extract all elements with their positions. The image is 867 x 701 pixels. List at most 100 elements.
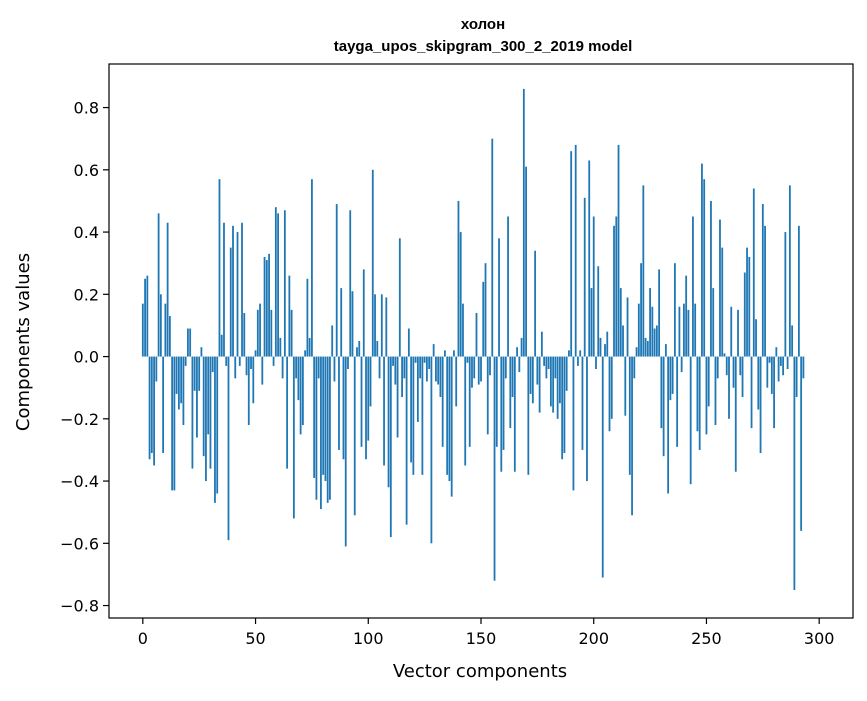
bar (628, 356, 631, 475)
bar (347, 356, 349, 370)
bar (540, 331, 543, 357)
bar (272, 356, 275, 366)
bar (486, 356, 489, 435)
bar (405, 356, 408, 525)
bar (371, 169, 374, 357)
bar (678, 306, 681, 357)
bar (563, 356, 566, 454)
bar (529, 356, 532, 394)
bar (495, 356, 498, 447)
bar (770, 356, 773, 394)
bar (283, 210, 286, 357)
bar (480, 356, 482, 382)
bar (317, 356, 320, 379)
chart-title: холон (461, 16, 505, 33)
bar (635, 347, 638, 357)
bar (549, 356, 552, 407)
bar (159, 294, 162, 357)
bar (624, 356, 627, 416)
bar (274, 207, 277, 357)
y-tick-label: 0.0 (74, 348, 99, 367)
y-tick-label: −0.8 (60, 597, 99, 616)
bar (236, 232, 239, 357)
bar (292, 356, 295, 519)
bar (649, 288, 651, 357)
bar (746, 247, 748, 357)
bar (299, 356, 302, 435)
x-tick-label: 250 (691, 629, 722, 648)
bar (795, 356, 798, 398)
bar (698, 356, 701, 450)
bar (216, 356, 219, 494)
bar (200, 347, 203, 357)
bar (655, 325, 658, 357)
bar (748, 256, 751, 357)
bar (757, 356, 760, 410)
bar (574, 144, 577, 357)
y-axis-label: Components values (13, 253, 34, 431)
bar (331, 325, 334, 357)
bar (421, 356, 424, 475)
bar (581, 356, 584, 450)
bar (446, 356, 449, 475)
bar (543, 356, 546, 366)
bar (365, 356, 367, 460)
bar (344, 356, 347, 547)
bar (326, 356, 329, 503)
y-tick-label: −0.4 (60, 472, 99, 491)
bar (705, 356, 708, 435)
bar (667, 356, 670, 494)
bar (252, 356, 255, 404)
bar (191, 356, 194, 469)
bar (714, 356, 717, 426)
bar (387, 356, 390, 488)
bar (538, 356, 541, 413)
bar (256, 309, 259, 357)
bar (608, 356, 611, 432)
bar (473, 356, 476, 379)
bar (502, 356, 505, 450)
bar (430, 356, 433, 544)
bar (568, 350, 570, 357)
bar (601, 356, 604, 578)
bar (471, 356, 473, 388)
bar (489, 356, 491, 376)
bar (234, 356, 237, 379)
bar (626, 297, 629, 357)
bar (290, 309, 293, 357)
bar (552, 356, 555, 413)
bar (428, 356, 431, 370)
bar (687, 309, 690, 357)
bar (755, 319, 757, 357)
bar (202, 356, 205, 457)
bar (721, 247, 724, 357)
bar (455, 356, 458, 407)
bar (734, 356, 737, 472)
bar (477, 356, 480, 385)
bar (707, 356, 710, 407)
bar (534, 250, 537, 357)
bar (356, 347, 358, 357)
bar (437, 356, 440, 385)
bar (750, 356, 753, 429)
chart-subtitle: tayga_upos_skipgram_300_2_2019 model (334, 38, 633, 55)
bar (761, 204, 764, 357)
bar (374, 294, 376, 357)
bar (631, 356, 633, 516)
bar (238, 356, 241, 366)
bar (741, 356, 744, 398)
bar (435, 356, 437, 382)
y-tick-label: −0.6 (60, 534, 99, 553)
bar (394, 356, 397, 385)
bar (644, 337, 647, 357)
bar (793, 356, 796, 590)
bar (536, 356, 539, 385)
bar (547, 356, 550, 370)
bar (444, 350, 446, 357)
bar (606, 331, 609, 357)
bar (716, 356, 719, 379)
bar (403, 356, 406, 379)
bar (182, 356, 185, 426)
bar (315, 356, 318, 500)
